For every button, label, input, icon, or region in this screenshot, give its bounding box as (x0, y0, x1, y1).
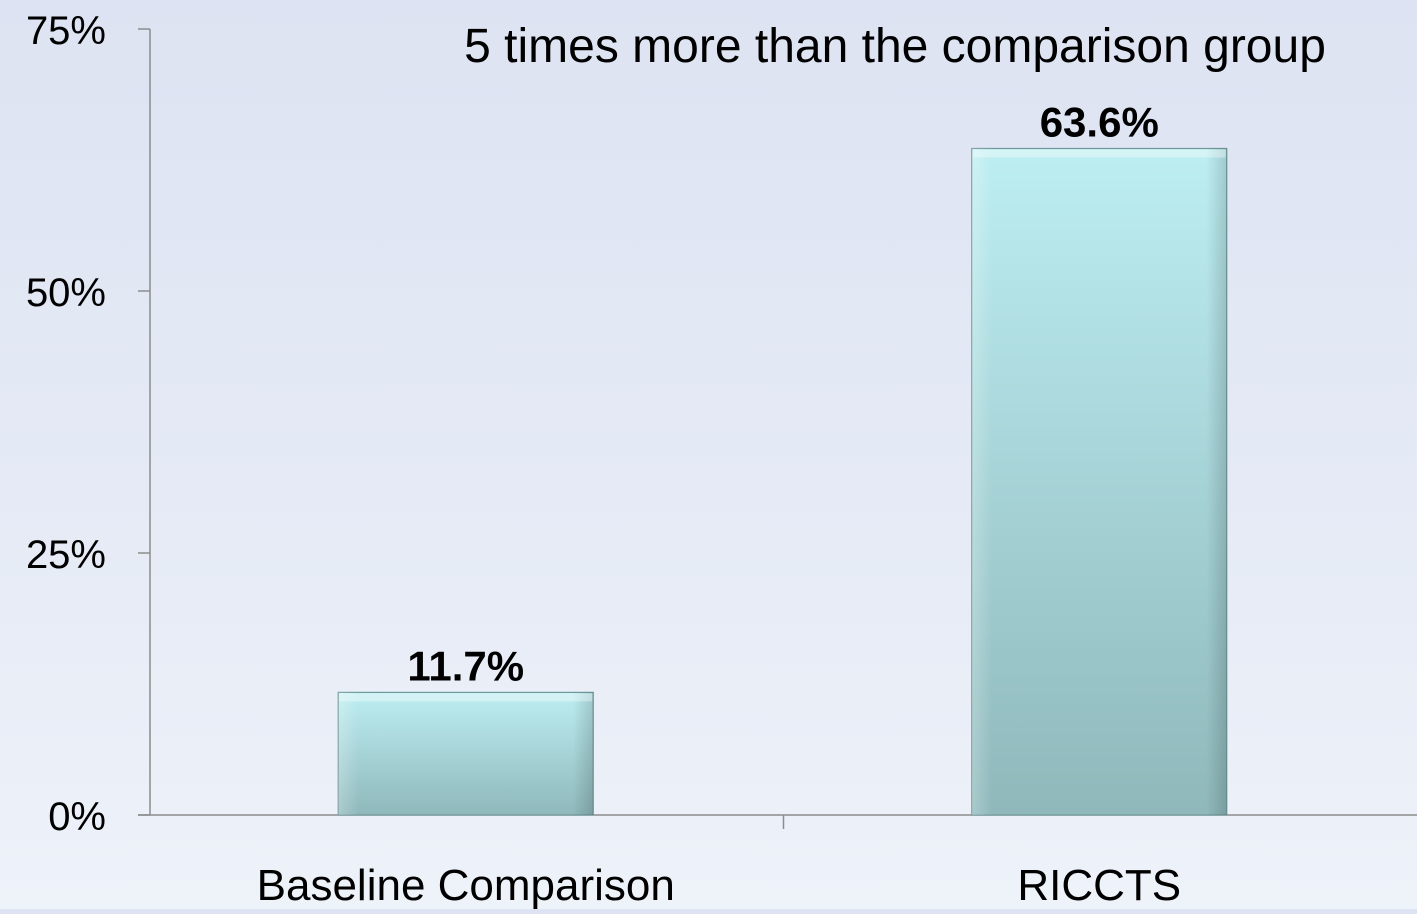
y-tick-label: 50% (26, 271, 106, 315)
x-tick-label: Baseline Comparison (257, 861, 675, 909)
y-tick-label: 25% (26, 533, 106, 577)
labels: 0% 25% 50% 75% 11.7% Baseline Comparison 63.6%… (26, 9, 1181, 910)
data-label: 11.7% (407, 642, 524, 689)
bars (337, 147, 1228, 816)
chart-title: 5 times more than the comparison group (464, 20, 1326, 73)
y-tick-label: 75% (26, 9, 106, 53)
x-tick-label: RICCTS (1017, 861, 1181, 909)
bar-sheen (971, 148, 1227, 816)
y-tick-label: 0% (48, 795, 106, 839)
bar-sheen (338, 692, 594, 815)
bar-bevel (339, 693, 593, 702)
data-label: 63.6% (1040, 98, 1159, 145)
bar-bevel (972, 149, 1226, 158)
